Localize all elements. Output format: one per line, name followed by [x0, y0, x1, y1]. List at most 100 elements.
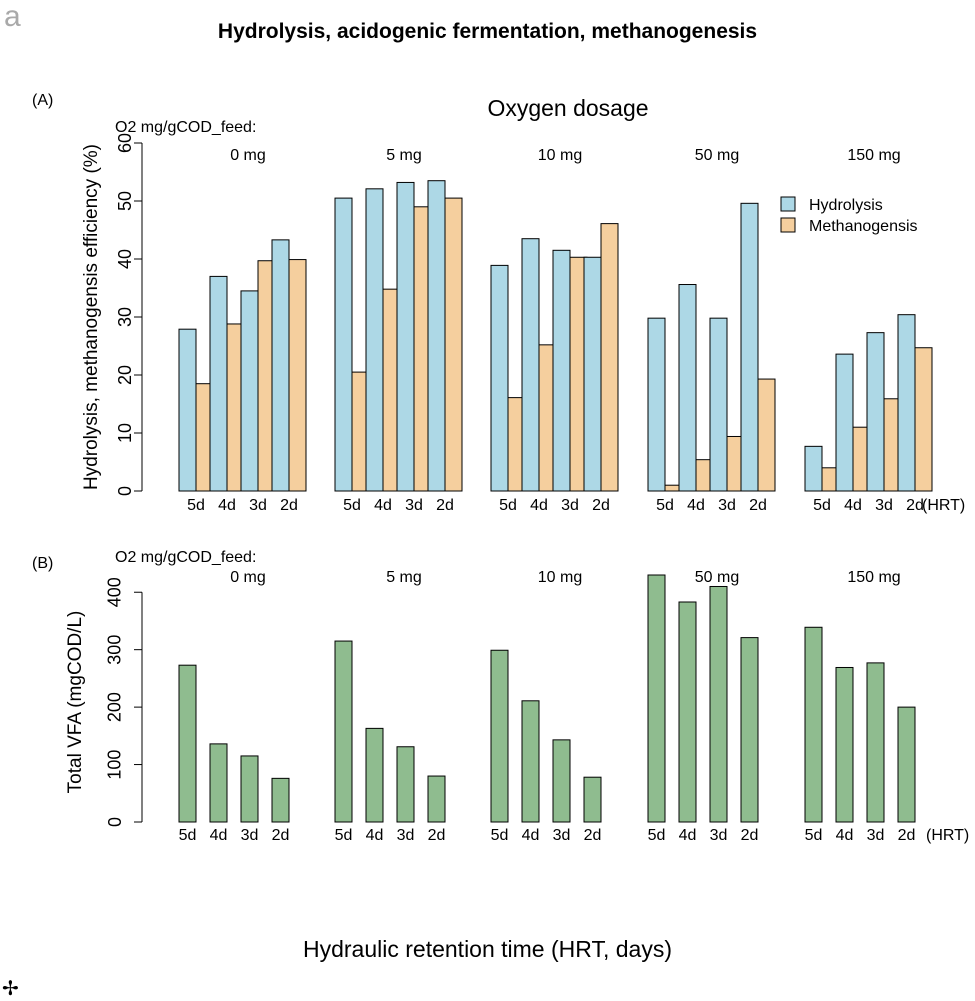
panel-a-y-tick-label: 0 [115, 486, 135, 496]
panel-a-group-label: 5 mg [386, 147, 422, 164]
vfa-bar [866, 662, 885, 823]
vfa-bar [209, 743, 228, 823]
panel-b-hrt-tick-label: 2d [428, 827, 446, 844]
vfa-bar [396, 746, 415, 823]
vfa-bar [647, 574, 666, 823]
panel-a-hrt-tick-label: 4d [687, 497, 705, 514]
hydrolysis-bar [804, 445, 823, 492]
panel-b-group-label: 5 mg [386, 569, 422, 586]
vfa-bar [365, 727, 384, 823]
methanogenesis-bar [288, 259, 307, 492]
panel-a-hrt-tick-label: 4d [530, 497, 548, 514]
panel-b-group-label: 150 mg [847, 569, 900, 586]
panel-b-group-label: 10 mg [538, 569, 582, 586]
panel-b-hrt-tick-label: 5d [491, 827, 509, 844]
hydrolysis-bar [583, 256, 602, 492]
panel-a-hrt-tick-label: 2d [749, 497, 767, 514]
panel-b-y-tick-label: 200 [105, 692, 125, 722]
panel-b-hrt-tick-label: 3d [867, 827, 885, 844]
panel-b-hrt-tick-label: 3d [241, 827, 259, 844]
hydrolysis-bar [897, 314, 916, 492]
panel-b-hrt-tick-label: 2d [272, 827, 290, 844]
hydrolysis-bar [271, 239, 290, 492]
panel-b-hrt-tick-label: 2d [741, 827, 759, 844]
vfa-bar [521, 700, 540, 823]
panel-a-hrt-tick-label: 3d [561, 497, 579, 514]
panel-b-y-tick-label: 400 [105, 577, 125, 607]
panel-a-group-label: 50 mg [695, 147, 739, 164]
panel-b-hrt-tick-label: 3d [710, 827, 728, 844]
vfa-bar [427, 775, 446, 823]
panel-a-y-tick-label: 40 [115, 249, 135, 269]
panel-a-y-tick-label: 20 [115, 365, 135, 385]
panel-a-hrt-tick-label: 5d [343, 497, 361, 514]
panel-a-hrt-tick-label: 3d [875, 497, 893, 514]
hydrolysis-bar [835, 353, 854, 492]
panel-a-hrt-tick-label: 2d [906, 497, 924, 514]
vfa-bar [583, 776, 602, 823]
panel-b-hrt-tick-label: 2d [898, 827, 916, 844]
hydrolysis-bar [552, 249, 571, 492]
panel-a-hrt-tick-label: 5d [187, 497, 205, 514]
panel-b-y-tick-label: 0 [105, 817, 125, 827]
hydrolysis-bar [647, 317, 666, 492]
vfa-bar [178, 664, 197, 823]
vfa-bar [835, 666, 854, 823]
hydrolysis-bar [427, 180, 446, 492]
panel-b-hrt-label: (HRT) [926, 827, 969, 844]
panel-a-hrt-tick-label: 5d [499, 497, 517, 514]
panel-b-group-caption: O2 mg/gCOD_feed: [115, 549, 256, 566]
hydrolysis-bar [178, 328, 197, 492]
panel-a-hrt-tick-label: 4d [844, 497, 862, 514]
vfa-bar [240, 755, 259, 823]
legend-series-label: Hydrolysis [809, 197, 883, 214]
hydrolysis-bar [209, 275, 228, 492]
hydrolysis-bar [678, 284, 697, 492]
panel-b-hrt-tick-label: 4d [522, 827, 540, 844]
panel-b-hrt-tick-label: 3d [397, 827, 415, 844]
panel-b-hrt-tick-label: 4d [836, 827, 854, 844]
panel-b-hrt-tick-label: 5d [335, 827, 353, 844]
vfa-bar [271, 777, 290, 823]
vfa-bar [709, 585, 728, 823]
legend-hydrolysis-swatch [780, 196, 796, 212]
panel-b-hrt-tick-label: 4d [210, 827, 228, 844]
panel-a-title: Oxygen dosage [487, 95, 648, 121]
legend-series-label: Methanogensis [809, 218, 918, 235]
panel-a-y-axis-title: Hydrolysis, methanogensis efficiency (%) [81, 144, 102, 490]
panel-b-y-tick-label: 100 [105, 750, 125, 780]
panel-a-group-label: 150 mg [847, 147, 900, 164]
panel-a-hrt-tick-label: 2d [592, 497, 610, 514]
panel-b-hrt-tick-label: 4d [366, 827, 384, 844]
panel-b-hrt-tick-label: 3d [553, 827, 571, 844]
panel-b-hrt-tick-label: 5d [805, 827, 823, 844]
panel-b-hrt-tick-label: 2d [584, 827, 602, 844]
hydrolysis-bar [365, 188, 384, 492]
panel-a-y-tick-label: 30 [115, 307, 135, 327]
panel-a-hrt-tick-label: 2d [436, 497, 454, 514]
panel-a-hrt-tick-label: 4d [374, 497, 392, 514]
panel-a-y-tick-label: 10 [115, 423, 135, 443]
panel-a-hrt-tick-label: 2d [280, 497, 298, 514]
panel-b-label: (B) [32, 555, 53, 572]
hydrolysis-bar [334, 197, 353, 492]
figure-title: Hydrolysis, acidogenic fermentation, met… [217, 20, 758, 43]
vfa-bar [897, 706, 916, 823]
panel-a-group-label: 10 mg [538, 147, 582, 164]
figure-panel-letter: a [4, 0, 21, 33]
panel-b-group-label: 0 mg [230, 569, 266, 586]
corner-mark-icon: ✢ [2, 978, 19, 1000]
panel-a-hrt-tick-label: 3d [249, 497, 267, 514]
panel-a-hrt-label: (HRT) [922, 497, 965, 514]
methanogenesis-bar [600, 223, 619, 492]
hydrolysis-bar [240, 290, 259, 492]
panel-b-group-label: 50 mg [695, 569, 739, 586]
panel-a-hrt-tick-label: 5d [813, 497, 831, 514]
methanogenesis-bar [757, 378, 776, 492]
vfa-bar [552, 739, 571, 823]
panel-a-hrt-tick-label: 3d [405, 497, 423, 514]
hydrolysis-bar [396, 181, 415, 492]
hydrolysis-bar [490, 264, 509, 492]
panel-b-hrt-tick-label: 4d [679, 827, 697, 844]
